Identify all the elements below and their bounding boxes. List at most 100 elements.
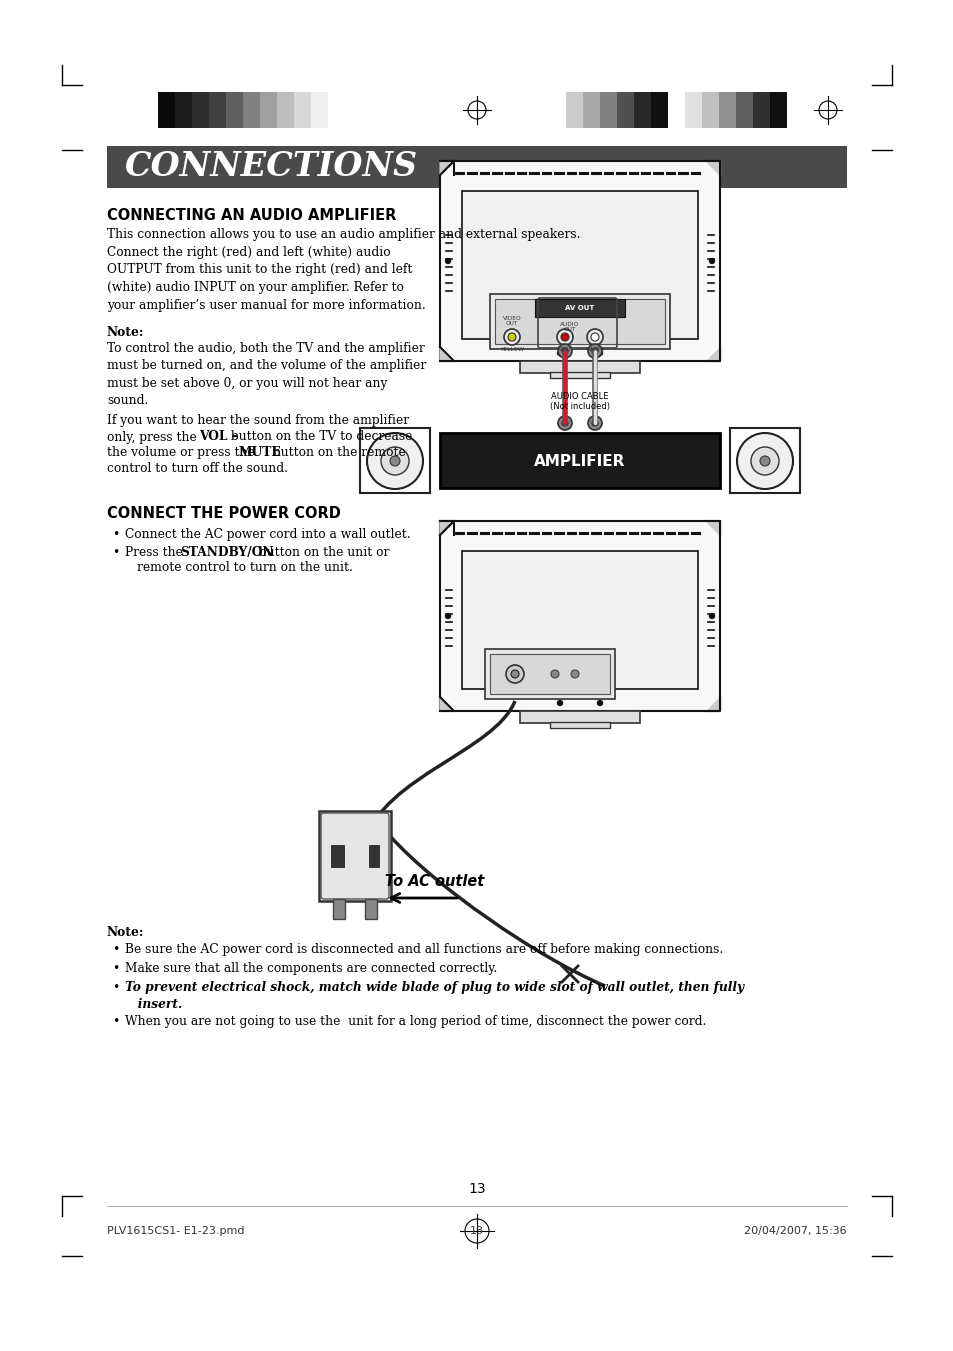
- Bar: [461, 190, 698, 339]
- Text: VIDEO
OUT: VIDEO OUT: [502, 316, 520, 326]
- Circle shape: [592, 420, 598, 426]
- Text: •: •: [112, 962, 119, 975]
- Text: button on the TV to decrease: button on the TV to decrease: [227, 430, 412, 443]
- Circle shape: [709, 613, 714, 619]
- Bar: [158, 92, 174, 128]
- Bar: [667, 92, 684, 128]
- Circle shape: [367, 434, 422, 489]
- Bar: [684, 92, 701, 128]
- Text: Connect the right (red) and left (white) audio
OUTPUT from this unit to the righ: Connect the right (red) and left (white)…: [107, 246, 425, 312]
- Text: Press the: Press the: [125, 546, 187, 559]
- Text: To AC outlet: To AC outlet: [385, 874, 484, 889]
- Text: •: •: [112, 1015, 119, 1028]
- Bar: [535, 299, 624, 317]
- Bar: [365, 898, 376, 919]
- Text: 13: 13: [468, 1182, 485, 1196]
- Bar: [565, 92, 582, 128]
- Polygon shape: [439, 161, 454, 176]
- Circle shape: [590, 332, 598, 340]
- Circle shape: [445, 613, 450, 619]
- Bar: [174, 92, 192, 128]
- Polygon shape: [705, 521, 720, 535]
- Text: Make sure that all the components are connected correctly.: Make sure that all the components are co…: [125, 962, 497, 975]
- Circle shape: [586, 330, 602, 345]
- Text: To control the audio, both the TV and the amplifier
must be turned on, and the v: To control the audio, both the TV and th…: [107, 342, 426, 408]
- Circle shape: [760, 457, 769, 466]
- Circle shape: [592, 349, 598, 354]
- Circle shape: [503, 330, 519, 345]
- Text: RED: RED: [558, 347, 571, 353]
- Bar: [276, 92, 294, 128]
- Circle shape: [597, 350, 602, 355]
- Bar: [439, 521, 720, 711]
- Text: AUDIO CABLE
(Not included): AUDIO CABLE (Not included): [550, 392, 609, 411]
- Polygon shape: [439, 521, 454, 535]
- Bar: [294, 92, 311, 128]
- Circle shape: [587, 416, 601, 430]
- Bar: [550, 372, 609, 378]
- Circle shape: [390, 457, 399, 466]
- Bar: [769, 92, 786, 128]
- Text: STANDBY/ON: STANDBY/ON: [180, 546, 274, 559]
- Bar: [359, 428, 430, 493]
- Text: the volume or press the: the volume or press the: [107, 446, 258, 459]
- Circle shape: [709, 258, 714, 263]
- Text: 20/04/2007, 15:36: 20/04/2007, 15:36: [743, 1225, 846, 1236]
- Polygon shape: [439, 697, 454, 711]
- Polygon shape: [705, 347, 720, 361]
- Bar: [439, 161, 720, 361]
- Text: WHITE: WHITE: [585, 347, 604, 353]
- Text: •: •: [112, 546, 119, 559]
- Circle shape: [558, 416, 572, 430]
- Circle shape: [750, 447, 779, 476]
- Circle shape: [557, 701, 562, 705]
- Bar: [495, 299, 664, 345]
- Circle shape: [445, 258, 450, 263]
- Text: VOL –: VOL –: [199, 430, 237, 443]
- Text: AUDIO
OUT: AUDIO OUT: [559, 322, 579, 332]
- Text: Note:: Note:: [107, 326, 144, 339]
- Text: button on the remote: button on the remote: [269, 446, 405, 459]
- Bar: [752, 92, 769, 128]
- Bar: [311, 92, 328, 128]
- Circle shape: [557, 330, 573, 345]
- Polygon shape: [705, 161, 720, 176]
- Circle shape: [597, 701, 602, 705]
- Text: Connect the AC power cord into a wall outlet.: Connect the AC power cord into a wall ou…: [125, 528, 410, 540]
- Bar: [519, 711, 639, 723]
- Bar: [490, 654, 609, 694]
- Text: YELLOW: YELLOW: [499, 347, 523, 353]
- Bar: [226, 92, 243, 128]
- Bar: [735, 92, 752, 128]
- Circle shape: [558, 345, 572, 358]
- Bar: [484, 648, 615, 698]
- Circle shape: [571, 670, 578, 678]
- Polygon shape: [705, 697, 720, 711]
- Text: PLV1615CS1- E1-23.pmd: PLV1615CS1- E1-23.pmd: [107, 1225, 244, 1236]
- Text: If you want to hear the sound from the amplifier
only, press the: If you want to hear the sound from the a…: [107, 413, 409, 444]
- Circle shape: [560, 332, 568, 340]
- FancyBboxPatch shape: [320, 813, 389, 898]
- Text: control to turn off the sound.: control to turn off the sound.: [107, 462, 288, 476]
- Bar: [369, 844, 378, 867]
- Text: AV OUT: AV OUT: [565, 305, 594, 311]
- Text: This connection allows you to use an audio amplifier and external speakers.: This connection allows you to use an aud…: [107, 228, 579, 240]
- Text: •: •: [112, 528, 119, 540]
- Bar: [599, 92, 617, 128]
- Circle shape: [557, 350, 562, 355]
- Circle shape: [507, 332, 516, 340]
- Bar: [260, 92, 276, 128]
- Bar: [729, 428, 800, 493]
- Bar: [617, 92, 634, 128]
- Bar: [582, 92, 599, 128]
- Text: •: •: [112, 981, 119, 994]
- Bar: [318, 811, 391, 901]
- Bar: [634, 92, 650, 128]
- Text: •: •: [112, 943, 119, 957]
- Bar: [331, 844, 344, 867]
- Bar: [192, 92, 209, 128]
- Text: To prevent electrical shock, match wide blade of plug to wide slot of wall outle: To prevent electrical shock, match wide …: [125, 981, 743, 1012]
- Bar: [550, 721, 609, 728]
- Text: 13: 13: [470, 1225, 483, 1236]
- Bar: [519, 361, 639, 373]
